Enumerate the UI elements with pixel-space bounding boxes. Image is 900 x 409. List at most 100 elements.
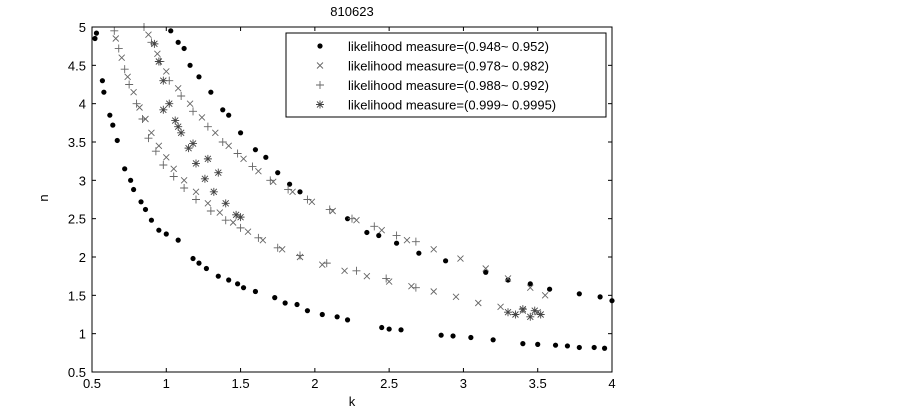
data-point: [535, 341, 541, 347]
data-point: [170, 165, 178, 173]
data-point: [530, 306, 539, 315]
data-point: [547, 286, 553, 292]
y-tick-label: 4: [79, 97, 86, 112]
data-point: [206, 207, 215, 215]
data-point: [468, 334, 474, 341]
data-point: [174, 122, 183, 131]
data-point: [165, 99, 174, 108]
data-point: [99, 78, 105, 84]
data-point: [483, 269, 489, 275]
data-point: [110, 26, 119, 35]
x-tick-label: 1: [163, 376, 170, 391]
y-tick-label: 5: [79, 20, 86, 35]
data-point: [272, 295, 278, 301]
data-point: [214, 168, 223, 177]
data-point: [348, 214, 356, 223]
data-point: [221, 199, 230, 208]
legend-entry-4: likelihood measure=(0.999~ 0.9995): [316, 98, 556, 113]
y-tick-label: 1.5: [68, 288, 86, 303]
data-point: [511, 310, 520, 319]
data-point: [284, 185, 293, 194]
data-point: [125, 80, 134, 89]
data-point: [482, 265, 490, 272]
data-point: [303, 195, 312, 204]
data-point: [518, 305, 527, 314]
data-point: [379, 324, 385, 331]
data-point: [329, 207, 337, 215]
data-point: [162, 68, 170, 75]
data-point: [128, 177, 134, 183]
data-point: [237, 130, 244, 136]
data-point: [411, 283, 420, 292]
axis-ticks: 0.5 1 1.5 2 2.5 3 3.5 4 0.5 1 1.5 2 2.5 3 3.5 4 4.5 5: [68, 20, 616, 391]
data-point: [393, 240, 400, 246]
y-tick-label: 2: [79, 250, 86, 265]
series-2: [112, 31, 549, 316]
data-point: [408, 282, 415, 290]
y-tick-label: 2.5: [68, 212, 86, 227]
data-point: [319, 311, 325, 318]
data-point: [490, 337, 496, 343]
data-point: [209, 187, 218, 196]
legend-entry-3: likelihood measure=(0.988~ 0.992): [316, 78, 549, 93]
data-point: [352, 266, 361, 275]
data-point: [138, 199, 144, 205]
data-point: [385, 278, 393, 285]
data-point: [287, 181, 293, 187]
legend-marker: [316, 81, 324, 89]
data-point: [110, 122, 116, 128]
data-point: [282, 300, 288, 306]
data-point: [189, 107, 198, 116]
legend-label: likelihood measure=(0.988~ 0.992): [348, 78, 549, 93]
data-point: [378, 226, 386, 234]
legend-label: likelihood measure=(0.999~ 0.9995): [348, 98, 556, 113]
series-3: [110, 23, 420, 292]
data-point: [252, 288, 259, 295]
data-point: [252, 147, 259, 153]
data-point: [376, 232, 382, 239]
data-point: [225, 142, 233, 150]
data-point: [151, 147, 160, 156]
data-point: [278, 246, 286, 253]
data-point: [145, 31, 152, 38]
data-point: [536, 310, 545, 319]
data-point: [177, 92, 186, 100]
data-point: [192, 188, 200, 196]
data-point: [181, 45, 187, 52]
legend-entry-1: likelihood measure=(0.948~ 0.952): [317, 39, 549, 54]
data-point: [138, 115, 147, 123]
data-point: [187, 62, 193, 68]
data-point: [497, 303, 504, 311]
x-tick-label: 2.5: [380, 376, 398, 391]
x-tick-label: 4: [608, 376, 615, 391]
data-point: [275, 170, 281, 176]
data-point: [124, 73, 131, 81]
legend-marker: [316, 62, 324, 69]
data-point: [382, 274, 391, 283]
x-tick-label: 1.5: [232, 376, 250, 391]
data-point: [334, 314, 340, 320]
data-point: [190, 255, 196, 262]
data-point: [438, 332, 444, 338]
y-tick-label: 4.5: [68, 58, 86, 73]
data-point: [236, 223, 245, 232]
data-point: [430, 246, 438, 253]
x-tick-label: 0.5: [83, 376, 101, 391]
data-point: [148, 217, 155, 223]
data-point: [93, 30, 100, 36]
data-point: [142, 206, 149, 213]
y-axis-label: n: [36, 194, 51, 201]
data-point: [112, 35, 120, 42]
data-point: [204, 200, 212, 207]
data-point: [552, 342, 559, 348]
data-point: [344, 317, 351, 323]
data-point: [203, 122, 212, 131]
data-point: [180, 177, 188, 184]
data-point: [120, 65, 129, 74]
legend-marker: [316, 100, 324, 109]
data-point: [118, 54, 126, 61]
data-point: [363, 272, 371, 280]
data-point: [218, 138, 227, 146]
data-point: [254, 233, 263, 242]
data-point: [318, 261, 326, 268]
